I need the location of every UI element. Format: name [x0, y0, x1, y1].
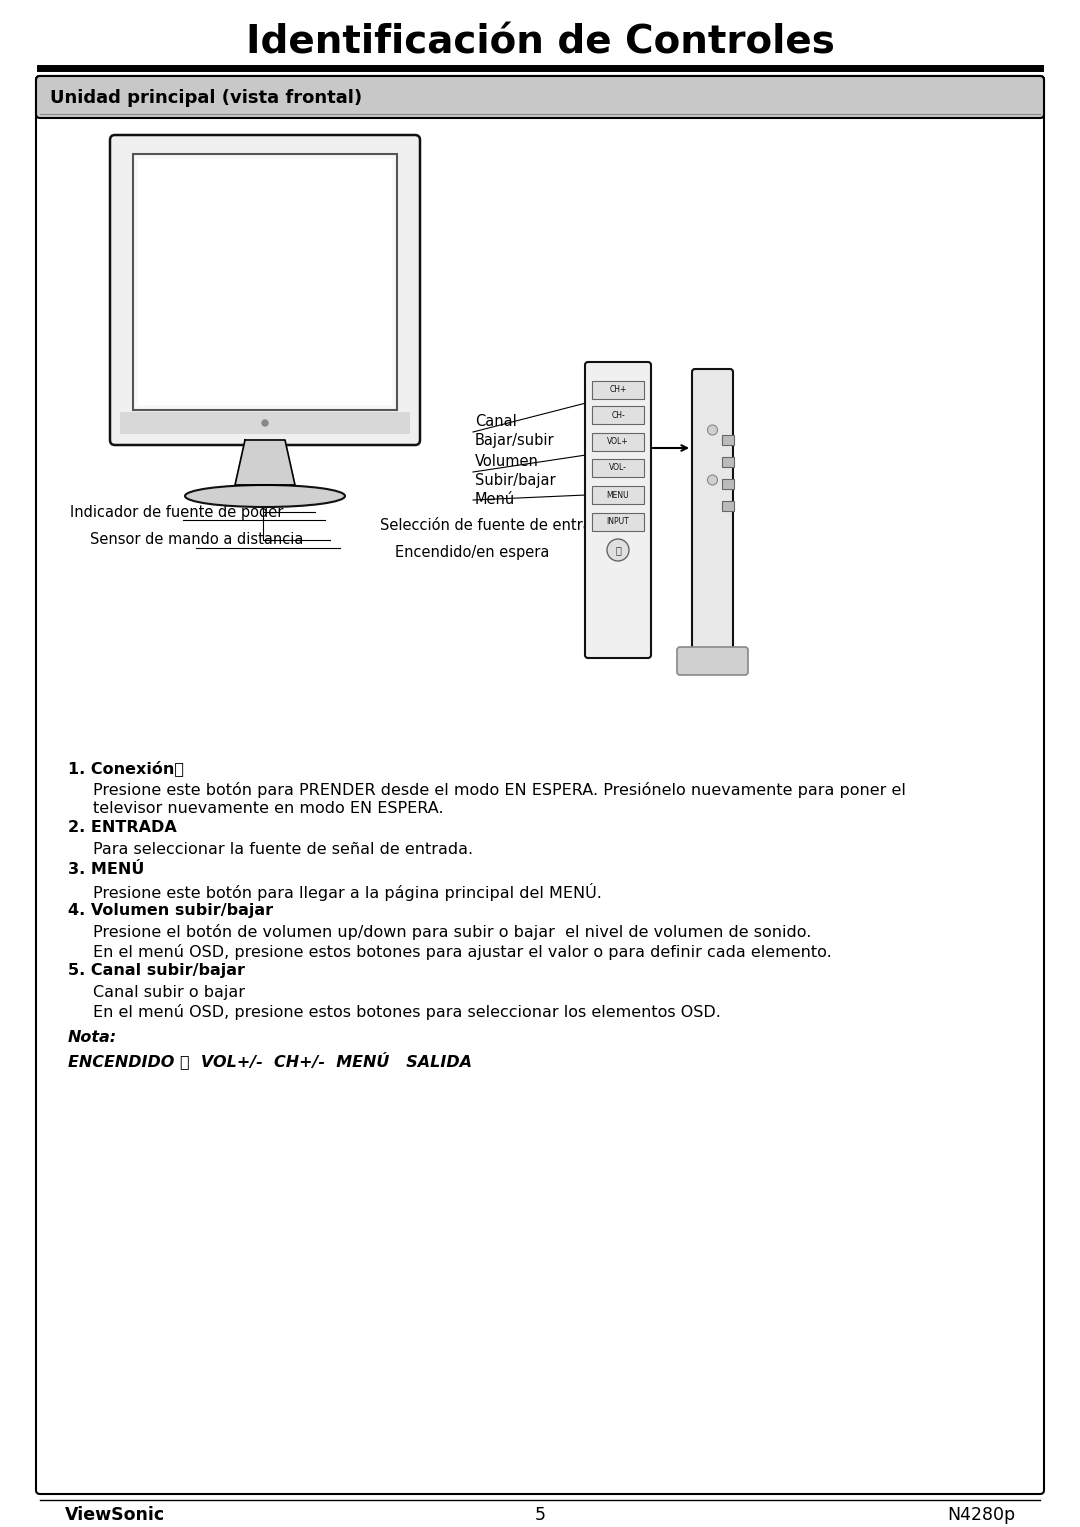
- Text: En el menú OSD, presione estos botones para seleccionar los elementos OSD.: En el menú OSD, presione estos botones p…: [93, 1003, 720, 1020]
- Bar: [133, 154, 397, 411]
- Text: Presione el botón de volumen up/down para subir o bajar  el nivel de volumen de : Presione el botón de volumen up/down par…: [93, 924, 811, 941]
- Text: Bajar/subir: Bajar/subir: [475, 432, 555, 447]
- Text: En el menú OSD, presione estos botones para ajustar el valor o para definir cada: En el menú OSD, presione estos botones p…: [93, 944, 832, 959]
- Bar: [120, 412, 410, 434]
- Bar: [592, 434, 644, 450]
- Text: Para seleccionar la fuente de señal de entrada.: Para seleccionar la fuente de señal de e…: [93, 841, 473, 857]
- Text: CH-: CH-: [611, 411, 625, 420]
- Text: Identificación de Controles: Identificación de Controles: [245, 23, 835, 61]
- Text: televisor nuevamente en modo EN ESPERA.: televisor nuevamente en modo EN ESPERA.: [93, 802, 444, 815]
- Text: Canal subir o bajar: Canal subir o bajar: [93, 985, 245, 1000]
- FancyBboxPatch shape: [677, 647, 748, 675]
- Text: Indicador de fuente de poder: Indicador de fuente de poder: [70, 504, 283, 519]
- Text: ENCENDIDO ⏻  VOL+/-  CH+/-  MENÚ   SALIDA: ENCENDIDO ⏻ VOL+/- CH+/- MENÚ SALIDA: [68, 1051, 472, 1069]
- Bar: [723, 479, 734, 489]
- Text: Menú: Menú: [475, 493, 515, 507]
- Text: Encendido/en espera: Encendido/en espera: [395, 545, 550, 560]
- Circle shape: [607, 539, 629, 560]
- Ellipse shape: [185, 486, 345, 507]
- FancyBboxPatch shape: [36, 76, 1044, 1493]
- Bar: [138, 159, 392, 405]
- Text: Presione este botón para PRENDER desde el modo EN ESPERA. Presiónelo nuevamente : Presione este botón para PRENDER desde e…: [93, 782, 906, 797]
- Text: 2. ENTRADA: 2. ENTRADA: [68, 820, 177, 835]
- Bar: [723, 501, 734, 512]
- Text: 4. Volumen subir/bajar: 4. Volumen subir/bajar: [68, 902, 273, 918]
- Bar: [592, 382, 644, 399]
- Bar: [40, 98, 1040, 116]
- Text: Unidad principal (vista frontal): Unidad principal (vista frontal): [50, 89, 362, 107]
- Bar: [592, 486, 644, 504]
- Text: Nota:: Nota:: [68, 1029, 117, 1044]
- Polygon shape: [588, 365, 606, 655]
- Bar: [592, 406, 644, 425]
- Text: Canal: Canal: [475, 414, 516, 429]
- Text: Presione este botón para llegar a la página principal del MENÚ.: Presione este botón para llegar a la pág…: [93, 883, 602, 901]
- FancyBboxPatch shape: [36, 76, 1044, 118]
- Text: VOL-: VOL-: [609, 464, 626, 472]
- Text: INPUT: INPUT: [607, 518, 630, 527]
- Text: 5: 5: [535, 1506, 545, 1524]
- Text: Subir/bajar: Subir/bajar: [475, 472, 555, 487]
- Text: 1. Conexión⏻: 1. Conexión⏻: [68, 760, 184, 776]
- Text: Selección de fuente de entrada: Selección de fuente de entrada: [380, 518, 610, 533]
- Text: Volumen: Volumen: [475, 455, 539, 469]
- Circle shape: [707, 475, 717, 486]
- Bar: [592, 460, 644, 476]
- Polygon shape: [235, 440, 295, 486]
- Text: Sensor de mando a distancia: Sensor de mando a distancia: [90, 533, 303, 548]
- Bar: [723, 435, 734, 444]
- FancyBboxPatch shape: [585, 362, 651, 658]
- Bar: [42, 82, 1038, 115]
- Bar: [592, 513, 644, 531]
- Circle shape: [262, 420, 268, 426]
- FancyBboxPatch shape: [110, 134, 420, 444]
- Text: ViewSonic: ViewSonic: [65, 1506, 165, 1524]
- Text: N4280p: N4280p: [947, 1506, 1015, 1524]
- Text: 5. Canal subir/bajar: 5. Canal subir/bajar: [68, 964, 245, 977]
- Text: MENU: MENU: [607, 490, 630, 499]
- Text: ⏻: ⏻: [616, 545, 621, 554]
- Bar: [723, 457, 734, 467]
- Text: VOL+: VOL+: [607, 438, 629, 446]
- Text: CH+: CH+: [609, 385, 626, 394]
- Text: 3. MENÚ: 3. MENÚ: [68, 861, 145, 876]
- FancyBboxPatch shape: [692, 370, 733, 654]
- Circle shape: [707, 425, 717, 435]
